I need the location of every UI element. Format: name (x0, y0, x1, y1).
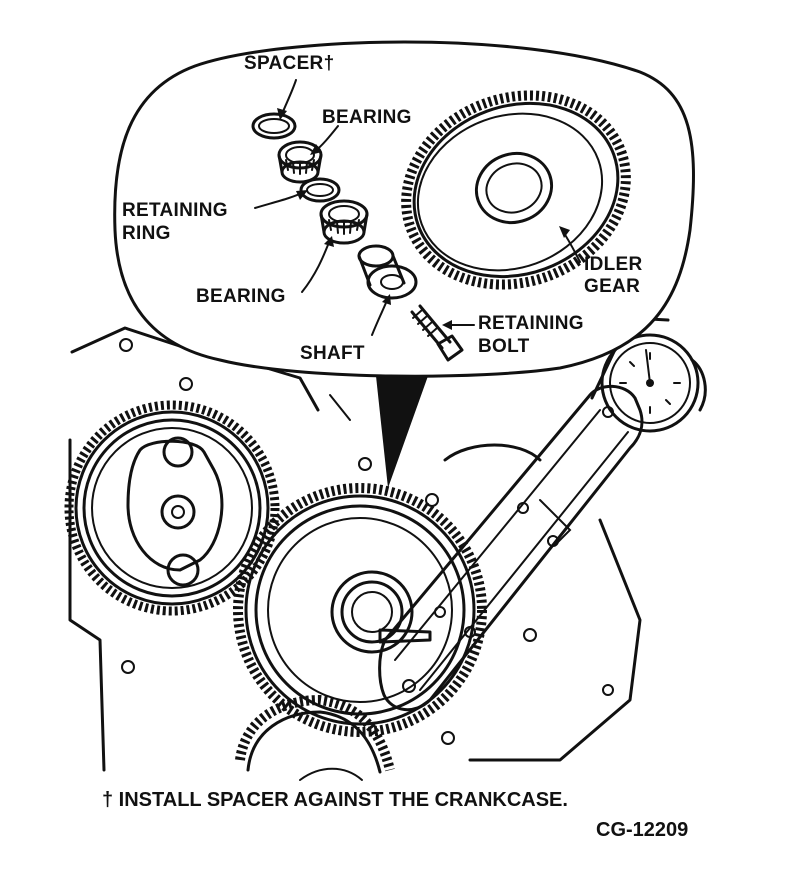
camshaft-gear (64, 400, 280, 616)
installed-idler-gear (233, 483, 487, 737)
bearing-bottom-part (319, 199, 369, 245)
leader-arrowheads (277, 108, 570, 330)
part-labels: SPACER† BEARING RETAINING RING BEARING S… (122, 53, 643, 364)
spacer-part (251, 112, 297, 140)
label-bolt-2: BOLT (478, 336, 530, 357)
callout-pointer (376, 376, 428, 488)
retaining-bolt-part (410, 304, 464, 362)
footer-note: † INSTALL SPACER AGAINST THE CRANKCASE. (102, 789, 568, 811)
label-idler-2: GEAR (584, 276, 640, 297)
retaining-ring-part (299, 177, 341, 203)
bearing-top-part (277, 140, 323, 184)
crankshaft-gear (235, 694, 395, 781)
label-bearing-top: BEARING (322, 107, 412, 128)
label-retaining-ring-1: RETAINING (122, 200, 228, 221)
figure-code: CG-12209 (596, 819, 688, 841)
label-spacer: SPACER† (244, 53, 334, 74)
label-bolt-1: RETAINING (478, 313, 584, 334)
torque-wrench (378, 316, 707, 711)
shaft-part (357, 244, 418, 300)
label-bearing-bottom: BEARING (196, 286, 286, 307)
label-retaining-ring-2: RING (122, 223, 171, 244)
label-idler-1: IDLER (584, 254, 643, 275)
label-shaft: SHAFT (300, 343, 365, 364)
